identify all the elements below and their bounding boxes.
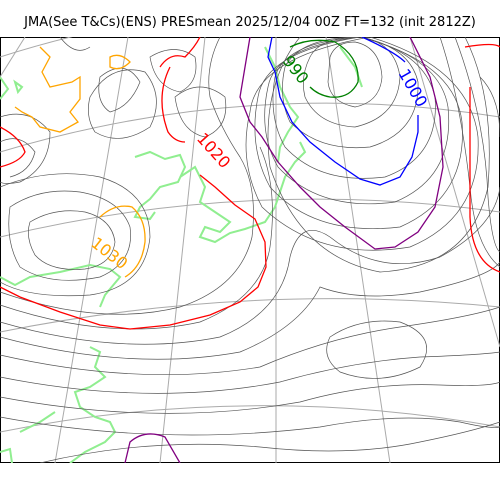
isobar-1020-line [159, 37, 201, 68]
isobar [0, 173, 151, 297]
isobar-1010-line [124, 433, 181, 463]
parallel [0, 198, 500, 238]
isobar [272, 37, 436, 179]
isobar [326, 320, 428, 379]
parallel [0, 102, 500, 153]
isobar-1000-line [267, 37, 419, 186]
isobar-1020-line [0, 174, 267, 330]
isobar-1000 [267, 37, 419, 186]
isobar-1030-line [109, 54, 131, 70]
isobar-1020-line [464, 43, 500, 48]
isobar [28, 210, 116, 270]
meridian [409, 37, 500, 348]
coastline-segment [179, 141, 307, 244]
isobar [282, 37, 419, 148]
isobar [39, 421, 500, 463]
isobar [0, 381, 500, 414]
isobar [254, 37, 463, 230]
isobar [88, 69, 157, 139]
coastline-segment [133, 150, 187, 221]
meridian [325, 37, 391, 463]
meridian [0, 37, 26, 78]
isobar [264, 37, 450, 205]
isobar [0, 146, 273, 330]
coastline-segment [0, 447, 13, 463]
isobar-1030-line [14, 46, 81, 133]
isobar-1020 [0, 37, 500, 330]
isobar [454, 37, 500, 253]
isobar-1020-line [161, 66, 186, 143]
isobar-1030 [14, 46, 146, 278]
isobar [245, 37, 479, 251]
coastline-segment [69, 346, 117, 463]
coastline-segment [339, 46, 363, 88]
isobar [0, 37, 254, 315]
isobar-990 [289, 39, 359, 98]
isobar [98, 67, 141, 113]
isobar [0, 351, 500, 394]
isobar [8, 190, 131, 281]
meridian [54, 37, 129, 463]
isobar [439, 37, 500, 268]
map-title: JMA(See T&Cs)(ENS) PRESmean 2025/12/04 0… [24, 15, 476, 30]
isobar-1030-line [99, 205, 146, 278]
map-frame [0, 37, 500, 463]
parallel [0, 298, 500, 333]
isobar [0, 416, 500, 436]
isobar-1010-line [239, 37, 444, 250]
coastline-segment [0, 263, 122, 308]
graticule [0, 37, 500, 463]
isobar [0, 113, 51, 184]
coastline-segment [13, 79, 24, 95]
isobar-1020-line [469, 87, 500, 273]
isobar-1020-line [0, 126, 26, 168]
coastline [0, 46, 363, 463]
isobar [0, 186, 500, 345]
isobar [59, 37, 91, 51]
parallel [0, 405, 500, 433]
meridian [159, 37, 206, 463]
isobars [0, 37, 500, 463]
coastline-segment [19, 411, 56, 433]
isobar [327, 41, 383, 108]
isobar [0, 138, 36, 178]
isobar-1000-line [361, 37, 406, 63]
isobar-990-line [289, 39, 359, 98]
parallel [0, 37, 73, 58]
coastline-segment [0, 76, 10, 100]
isobar-1010 [124, 37, 444, 463]
pressure-map: 990 1000 1020 1030 [0, 37, 500, 463]
isobar [267, 37, 490, 273]
isobar [149, 49, 197, 93]
isobar [174, 86, 227, 138]
isobar [0, 261, 500, 360]
isobar [0, 306, 500, 376]
